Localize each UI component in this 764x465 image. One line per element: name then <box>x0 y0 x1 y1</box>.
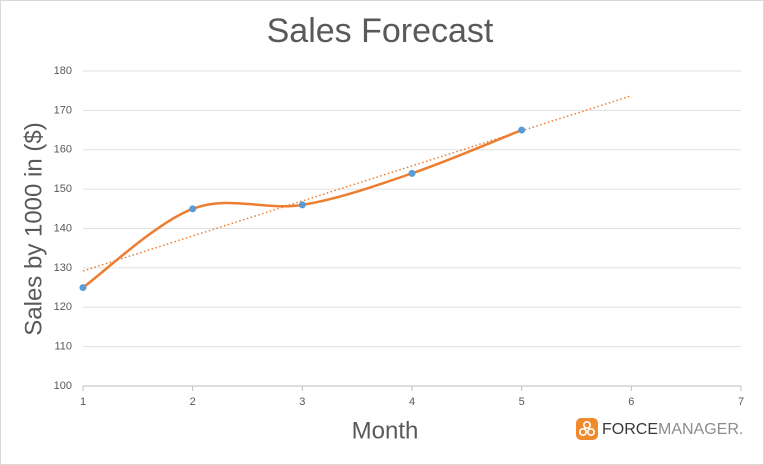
x-tick-label: 4 <box>409 396 415 408</box>
logo-icon-part <box>582 420 591 429</box>
data-point <box>408 169 416 177</box>
x-tick-label: 2 <box>190 396 196 408</box>
y-axis-label: Sales by 1000 in ($) <box>20 122 47 335</box>
x-tick-label: 7 <box>738 396 744 408</box>
x-tick-label: 5 <box>519 396 525 408</box>
x-tick-label: 1 <box>80 396 86 408</box>
logo-text: FORCE <box>602 421 658 438</box>
data-point <box>189 205 197 213</box>
y-tick-label: 170 <box>54 104 72 116</box>
y-tick-label: 110 <box>54 341 72 353</box>
data-point <box>518 126 526 134</box>
logo-icon-part <box>578 427 587 436</box>
y-tick-label: 160 <box>54 144 72 156</box>
y-tick-label: 120 <box>54 301 72 313</box>
logo: FORCEMANAGER. <box>576 418 743 440</box>
logo-icon-part <box>586 427 595 436</box>
y-tick-label: 150 <box>54 183 72 195</box>
y-tick-label: 130 <box>54 262 72 274</box>
data-point <box>79 284 87 292</box>
x-axis-label: Month <box>352 417 419 444</box>
x-tick-label: 3 <box>299 396 305 408</box>
logo-text: MANAGER. <box>658 421 743 438</box>
y-tick-label: 100 <box>54 380 72 392</box>
svg-text:FORCEMANAGER.: FORCEMANAGER. <box>602 421 743 438</box>
x-tick-label: 6 <box>628 396 634 408</box>
y-tick-label: 140 <box>54 222 72 234</box>
chart-title: Sales Forecast <box>267 12 494 50</box>
data-point <box>298 201 306 209</box>
y-tick-label: 180 <box>54 65 72 77</box>
